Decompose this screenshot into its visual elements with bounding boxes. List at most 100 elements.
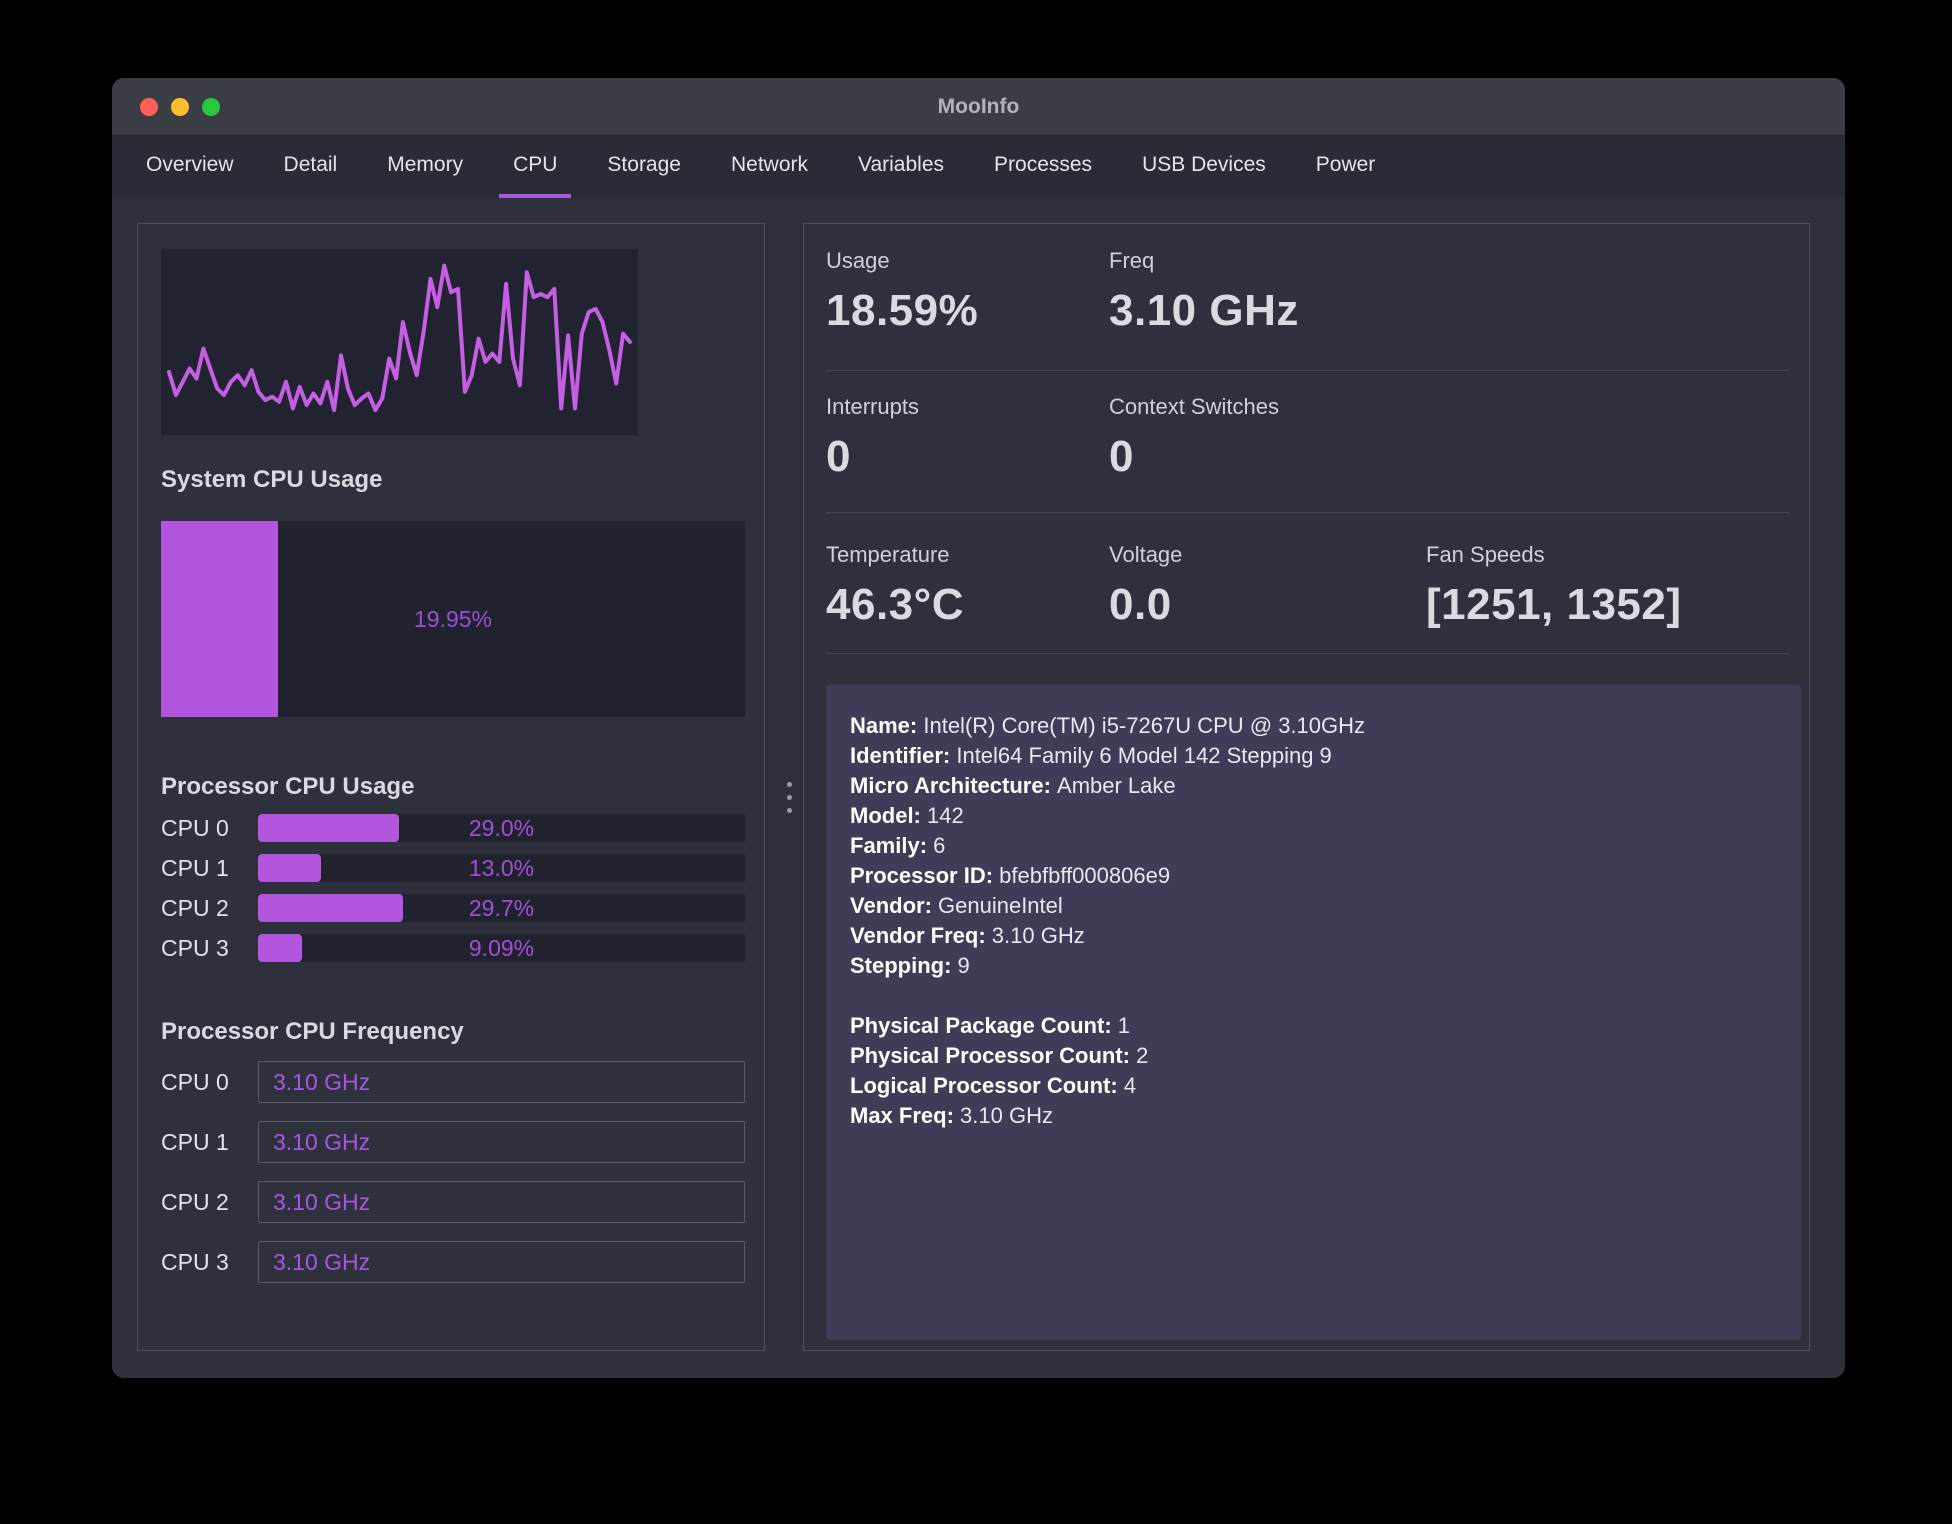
processor-cpu-frequency-heading: Processor CPU Frequency <box>161 1018 464 1045</box>
cpu-freq-field[interactable]: 3.10 GHz <box>258 1061 745 1103</box>
info-line: Model: 142 <box>850 803 964 828</box>
stat-fan-speeds-label: Fan Speeds <box>1426 542 1545 567</box>
stat-freq-label: Freq <box>1109 248 1155 273</box>
stat-usage-label: Usage <box>826 248 890 273</box>
stat-context-switches-label: Context Switches <box>1109 394 1279 419</box>
info-line: Processor ID: bfebfbff000806e9 <box>850 863 1171 888</box>
separator <box>826 653 1789 654</box>
cpu-freq-row-label: CPU 3 <box>161 1248 229 1275</box>
system-cpu-usage-value: 19.95% <box>413 605 492 632</box>
stat-fan-speeds: Fan Speeds [1251, 1352] <box>1426 542 1682 630</box>
cpu-usage-row: CPU 1 13.0% <box>161 854 745 882</box>
close-icon[interactable] <box>140 98 158 116</box>
cpu-freq-field[interactable]: 3.10 GHz <box>258 1181 745 1223</box>
stat-voltage: Voltage 0.0 <box>1109 542 1182 630</box>
cpu-usage-bar-value: 9.09% <box>468 934 535 961</box>
minimize-icon[interactable] <box>171 98 189 116</box>
info-line: Micro Architecture: Amber Lake <box>850 773 1176 798</box>
right-panel: Usage 18.59% Freq 3.10 GHz Interrupts 0 <box>803 223 1810 1351</box>
cpu-freq-field[interactable]: 3.10 GHz <box>258 1121 745 1163</box>
cpu-usage-bar-track: 9.09% <box>258 934 745 962</box>
separator <box>826 512 1789 513</box>
stat-interrupts-value: 0 <box>826 432 851 481</box>
stat-interrupts-label: Interrupts <box>826 394 919 419</box>
cpu-freq-field[interactable]: 3.10 GHz <box>258 1241 745 1283</box>
cpu-freq-row: CPU 2 3.10 GHz <box>161 1180 745 1224</box>
mooinfo-window: MooInfo Overview Detail Memory CPU Storage Ne… <box>112 78 1845 1378</box>
processor-cpu-frequency-rows: CPU 0 3.10 GHz CPU 1 3.10 GHz CPU 2 3.10 GHz C… <box>161 1060 745 1300</box>
info-line <box>850 981 1777 1011</box>
stat-context-switches: Context Switches 0 <box>1109 394 1279 482</box>
tab-power[interactable]: Power <box>1315 153 1376 176</box>
info-line: Physical Package Count: 1 <box>850 1013 1131 1038</box>
system-cpu-usage-bar: 19.95% <box>161 521 745 717</box>
cpu-freq-row: CPU 1 3.10 GHz <box>161 1120 745 1164</box>
processor-cpu-usage-heading: Processor CPU Usage <box>161 773 415 800</box>
tab-cpu[interactable]: CPU <box>499 136 572 198</box>
processor-cpu-usage-rows: CPU 0 29.0% CPU 1 13.0% CPU 2 29.7% CPU 3 9.09% <box>161 814 745 974</box>
stat-interrupts: Interrupts 0 <box>826 394 919 482</box>
stat-voltage-label: Voltage <box>1109 542 1183 567</box>
info-line: Logical Processor Count: 4 <box>850 1073 1137 1098</box>
panel-splitter-handle[interactable] <box>776 767 802 827</box>
tab-network[interactable]: Network <box>730 153 809 176</box>
cpu-usage-row-label: CPU 3 <box>161 934 229 961</box>
window-title: MooInfo <box>937 95 1020 118</box>
cpu-usage-row: CPU 0 29.0% <box>161 814 745 842</box>
system-cpu-usage-fill <box>161 521 278 717</box>
cpu-usage-row: CPU 3 9.09% <box>161 934 745 962</box>
info-line: Max Freq: 3.10 GHz <box>850 1103 1053 1128</box>
tab-processes[interactable]: Processes <box>994 153 1093 176</box>
info-line: Family: 6 <box>850 833 946 858</box>
cpu-usage-bar-fill <box>258 814 400 842</box>
stat-usage: Usage 18.59% <box>826 248 978 336</box>
tab-overview[interactable]: Overview <box>146 153 234 176</box>
cpu-usage-row-label: CPU 2 <box>161 894 229 921</box>
cpu-freq-row-label: CPU 0 <box>161 1068 229 1095</box>
stat-temperature-value: 46.3°C <box>826 580 965 629</box>
zoom-icon[interactable] <box>202 98 220 116</box>
stat-context-switches-value: 0 <box>1109 432 1134 481</box>
cpu-freq-row-label: CPU 2 <box>161 1188 229 1215</box>
stat-voltage-value: 0.0 <box>1109 580 1172 629</box>
tab-variables[interactable]: Variables <box>858 153 945 176</box>
tab-usb-devices[interactable]: USB Devices <box>1142 153 1266 176</box>
cpu-usage-bar-fill <box>258 894 403 922</box>
cpu-usage-bar-value: 29.0% <box>468 814 535 841</box>
cpu-history-chart <box>161 249 638 435</box>
cpu-usage-bar-fill <box>258 934 303 962</box>
stat-freq-value: 3.10 GHz <box>1109 286 1299 335</box>
tab-storage[interactable]: Storage <box>607 153 681 176</box>
left-panel: System CPU Usage 19.95% Processor CPU Us… <box>137 223 765 1351</box>
tab-bar: Overview Detail Memory CPU Storage Network Var… <box>112 136 1845 198</box>
info-line: Physical Processor Count: 2 <box>850 1043 1149 1068</box>
info-line: Vendor Freq: 3.10 GHz <box>850 923 1085 948</box>
traffic-lights <box>140 98 220 116</box>
cpu-usage-row-label: CPU 1 <box>161 854 229 881</box>
cpu-freq-row: CPU 3 3.10 GHz <box>161 1240 745 1284</box>
cpu-info-box: Name: Intel(R) Core(TM) i5-7267U CPU @ 3… <box>826 685 1801 1340</box>
info-line: Name: Intel(R) Core(TM) i5-7267U CPU @ 3… <box>850 713 1366 738</box>
cpu-usage-bar-track: 29.0% <box>258 814 745 842</box>
cpu-usage-bar-track: 13.0% <box>258 854 745 882</box>
cpu-freq-row: CPU 0 3.10 GHz <box>161 1060 745 1104</box>
cpu-freq-row-label: CPU 1 <box>161 1128 229 1155</box>
cpu-usage-row-label: CPU 0 <box>161 814 229 841</box>
info-line: Identifier: Intel64 Family 6 Model 142 S… <box>850 743 1332 768</box>
cpu-usage-bar-track: 29.7% <box>258 894 745 922</box>
stat-fan-speeds-value: [1251, 1352] <box>1426 580 1682 629</box>
cpu-usage-bar-value: 29.7% <box>468 894 535 921</box>
stat-temperature-label: Temperature <box>826 542 950 567</box>
info-line: Stepping: 9 <box>850 953 970 978</box>
separator <box>826 370 1789 371</box>
tab-detail[interactable]: Detail <box>283 153 338 176</box>
info-line: Vendor: GenuineIntel <box>850 893 1063 918</box>
stat-freq: Freq 3.10 GHz <box>1109 248 1299 336</box>
stat-usage-value: 18.59% <box>826 286 979 335</box>
stat-temperature: Temperature 46.3°C <box>826 542 964 630</box>
cpu-usage-bar-fill <box>258 854 322 882</box>
tab-memory[interactable]: Memory <box>387 153 464 176</box>
system-cpu-usage-heading: System CPU Usage <box>161 466 383 493</box>
cpu-usage-row: CPU 2 29.7% <box>161 894 745 922</box>
